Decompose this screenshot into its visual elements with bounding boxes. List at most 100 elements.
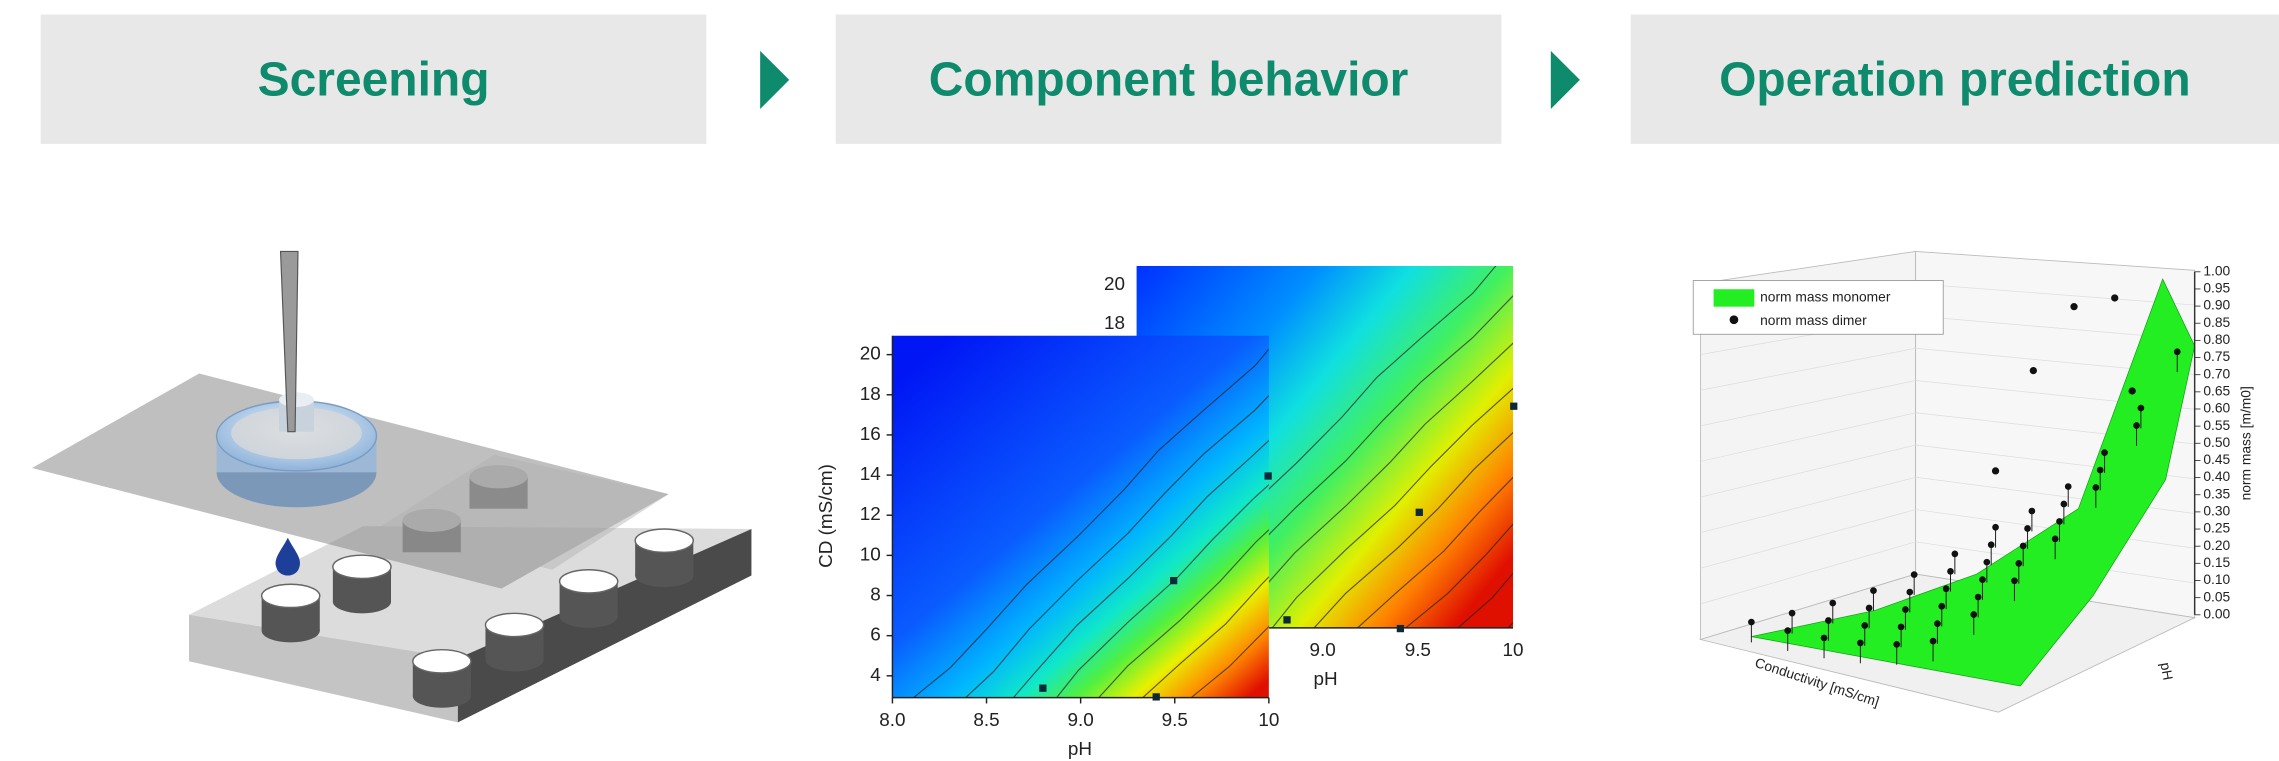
marker — [1039, 685, 1046, 692]
step-title: Screening — [258, 54, 490, 107]
x-tick-label: 9.0 — [1310, 640, 1336, 661]
droplet — [276, 538, 300, 576]
dimer-point — [1992, 467, 1999, 474]
well-bottom — [333, 590, 391, 613]
marker — [1416, 509, 1423, 516]
y-tick-label: 20 — [860, 344, 881, 365]
z-tick-label: 0.95 — [2203, 281, 2230, 296]
dimer-point — [2029, 508, 2036, 515]
z-tick-label: 0.80 — [2203, 332, 2230, 347]
y-tick-label: 6 — [870, 625, 881, 646]
y-axis-label: pH — [2158, 661, 2176, 681]
x-tick-label: 8.0 — [879, 710, 905, 731]
z-tick-label: 0.90 — [2203, 298, 2230, 313]
well-bottom — [485, 648, 543, 671]
dimer-point — [1857, 640, 1864, 647]
dimer-point — [1821, 635, 1828, 642]
dimer-point — [2097, 467, 2104, 474]
contour-field — [892, 336, 1268, 698]
well-top — [560, 570, 618, 593]
dimer-point — [2111, 294, 2118, 301]
x-tick-label: 10 — [1503, 640, 1524, 661]
z-tick-label: 1.00 — [2203, 263, 2230, 278]
well-top — [333, 555, 391, 578]
dimer-point — [2133, 422, 2140, 429]
dimer-point — [1988, 541, 1995, 548]
z-tick-label: 0.10 — [2203, 572, 2230, 587]
z-tick-label: 0.35 — [2203, 486, 2230, 501]
z-tick-label: 0.85 — [2203, 315, 2230, 330]
figure: Screening Component behavior Operation p… — [0, 0, 2279, 761]
x-tick-label: 9.0 — [1068, 710, 1094, 731]
z-axis-label: norm mass [m/m0] — [2239, 386, 2254, 500]
dimer-point — [1979, 576, 1986, 583]
z-tick-label: 0.30 — [2203, 504, 2230, 519]
z-ticks: 0.000.050.100.150.200.250.300.350.400.45… — [2195, 263, 2231, 621]
well-bottom — [560, 605, 618, 628]
marker — [1283, 616, 1290, 623]
z-tick-label: 0.50 — [2203, 435, 2230, 450]
dimer-point — [2092, 484, 2099, 491]
dimer-point — [2065, 483, 2072, 490]
page: Screening Component behavior Operation p… — [0, 0, 2279, 761]
z-tick-label: 0.05 — [2203, 589, 2230, 604]
y-tick-label: 20 — [1104, 274, 1125, 295]
well-top — [262, 584, 320, 607]
dimer-point — [1748, 619, 1755, 626]
dimer-point — [1866, 605, 1873, 612]
x-axis-label: pH — [1313, 669, 1337, 690]
legend-label: norm mass dimer — [1760, 313, 1867, 328]
x-axis-label: pH — [1068, 739, 1092, 760]
dimer-point — [2024, 525, 2031, 532]
well-bottom — [262, 619, 320, 642]
z-tick-label: 0.00 — [2203, 606, 2230, 621]
z-tick-label: 0.25 — [2203, 521, 2230, 536]
dimer-point — [1870, 587, 1877, 594]
header: Screening Component behavior Operation p… — [41, 15, 2279, 144]
y-tick-label: 8 — [870, 585, 881, 606]
well-top — [413, 650, 471, 673]
dimer-point — [1784, 627, 1791, 634]
dimer-point — [1829, 600, 1836, 607]
dimer-point — [2138, 405, 2145, 412]
dimer-point — [1992, 524, 1999, 531]
marker — [1264, 472, 1271, 479]
y-tick-label: 4 — [870, 665, 881, 686]
dimer-point — [1970, 611, 1977, 618]
dimer-point — [1893, 641, 1900, 648]
dimer-point — [1898, 624, 1905, 631]
x-tick-label: 9.5 — [1162, 710, 1188, 731]
well-bottom — [413, 685, 471, 708]
plate-cylinder — [403, 509, 461, 532]
step-title: Operation prediction — [1719, 54, 2191, 107]
x-tick-label: 10 — [1258, 710, 1279, 731]
well-top — [635, 529, 693, 552]
legend-swatch — [1730, 315, 1739, 324]
dimer-point — [2174, 348, 2181, 355]
z-tick-label: 0.55 — [2203, 418, 2230, 433]
dimer-point — [2052, 536, 2059, 543]
z-tick-label: 0.70 — [2203, 366, 2230, 381]
dimer-point — [1825, 617, 1832, 624]
dimer-point — [1861, 622, 1868, 629]
z-tick-label: 0.40 — [2203, 469, 2230, 484]
screening-illustration — [32, 251, 751, 722]
legend-swatch — [1714, 289, 1755, 306]
marker — [1510, 403, 1517, 410]
z-tick-label: 0.65 — [2203, 383, 2230, 398]
x-tick-label: 8.5 — [973, 710, 999, 731]
filter — [279, 392, 314, 407]
dimer-point — [1906, 589, 1913, 596]
y-tick-label: 18 — [860, 384, 881, 405]
dimer-point — [2030, 367, 2037, 374]
dimer-point — [1930, 638, 1937, 645]
x-tick-label: 9.5 — [1405, 640, 1431, 661]
dimer-point — [1911, 571, 1918, 578]
y-tick-label: 16 — [860, 424, 881, 445]
dimer-point — [1938, 603, 1945, 610]
z-tick-label: 0.15 — [2203, 555, 2230, 570]
dimer-point — [2020, 543, 2027, 550]
dimer-point — [2056, 518, 2063, 525]
dimer-point — [2070, 303, 2077, 310]
dimer-point — [1902, 606, 1909, 613]
